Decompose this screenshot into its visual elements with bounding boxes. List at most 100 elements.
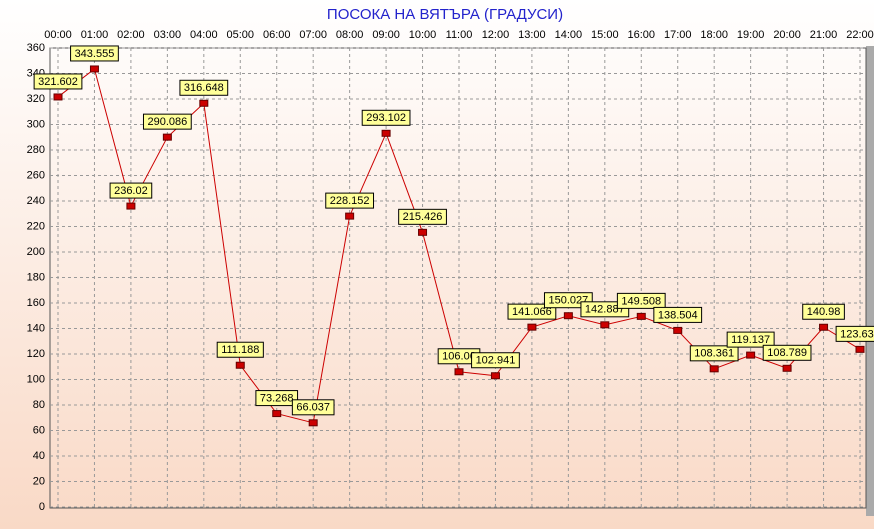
x-tick-label: 08:00 <box>336 29 364 41</box>
data-label: 141.066 <box>512 306 552 318</box>
data-label: 321.602 <box>38 76 78 88</box>
chart-title: ПОСОКА НА ВЯТЪРА (ГРАДУСИ) <box>327 6 563 23</box>
label-box <box>398 208 447 225</box>
x-tick-label: 17:00 <box>664 29 692 41</box>
label-box <box>179 79 229 96</box>
data-label: 138.504 <box>658 309 698 321</box>
label-box <box>291 399 335 416</box>
label-box <box>216 341 264 358</box>
label-box <box>653 306 703 323</box>
y-tick-label: 360 <box>27 42 45 54</box>
marker <box>673 326 683 334</box>
y-tick-label: 280 <box>27 144 45 156</box>
label-box <box>835 325 874 342</box>
data-label: 142.887 <box>585 304 625 316</box>
data-label: 140.98 <box>807 306 841 318</box>
x-tick-label: 16:00 <box>628 29 656 41</box>
marker <box>418 228 428 236</box>
data-label: 66.037 <box>296 402 330 414</box>
data-label: 215.426 <box>403 211 443 223</box>
y-tick-label: 60 <box>33 424 45 436</box>
marker <box>600 321 610 329</box>
label-box <box>325 192 375 209</box>
x-tick-label: 18:00 <box>700 29 728 41</box>
y-tick-label: 20 <box>33 475 45 487</box>
data-label: 343.555 <box>75 48 115 60</box>
x-tick-label: 09:00 <box>372 29 400 41</box>
y-tick-label: 140 <box>27 322 45 334</box>
x-tick-label: 10:00 <box>409 29 437 41</box>
y-tick-label: 320 <box>27 93 45 105</box>
marker <box>746 351 756 359</box>
marker <box>563 312 573 320</box>
label-box <box>726 331 775 348</box>
x-tick-label: 20:00 <box>773 29 801 41</box>
data-label: 228.152 <box>330 195 370 207</box>
data-label: 123.637 <box>840 328 874 340</box>
data-label: 149.508 <box>621 295 661 307</box>
marker <box>162 133 172 141</box>
y-tick-label: 160 <box>27 297 45 309</box>
marker <box>199 99 209 107</box>
x-tick-label: 22:00 <box>846 29 874 41</box>
data-label: 108.361 <box>694 348 734 360</box>
y-tick-label: 100 <box>27 373 45 385</box>
y-tick-label: 180 <box>27 271 45 283</box>
x-tick-label: 04:00 <box>190 29 218 41</box>
x-tick-label: 01:00 <box>81 29 109 41</box>
marker <box>53 93 63 101</box>
data-label: 108.789 <box>767 347 807 359</box>
label-box <box>616 292 666 309</box>
x-tick-label: 19:00 <box>737 29 765 41</box>
x-tick-label: 06:00 <box>263 29 291 41</box>
x-tick-label: 05:00 <box>227 29 255 41</box>
marker <box>126 202 136 210</box>
x-tick-label: 02:00 <box>117 29 145 41</box>
y-tick-label: 300 <box>27 118 45 130</box>
data-label: 102.941 <box>476 355 516 367</box>
y-tick-label: 40 <box>33 450 45 462</box>
marker <box>89 65 99 73</box>
x-tick-label: 03:00 <box>154 29 182 41</box>
data-label: 290.086 <box>147 116 187 128</box>
label-box <box>762 344 812 361</box>
y-tick-label: 260 <box>27 169 45 181</box>
label-box <box>580 301 630 318</box>
marker <box>381 129 391 137</box>
label-box <box>689 345 739 362</box>
data-label: 293.102 <box>366 112 406 124</box>
marker <box>235 361 245 369</box>
x-tick-label: 14:00 <box>555 29 583 41</box>
y-tick-label: 240 <box>27 195 45 207</box>
marker <box>709 365 719 373</box>
label-box <box>361 109 411 126</box>
label-box <box>802 303 845 320</box>
y-tick-label: 0 <box>39 501 45 513</box>
label-box <box>255 390 299 407</box>
marker <box>272 410 282 418</box>
x-tick-label: 00:00 <box>44 29 72 41</box>
y-tick-label: 80 <box>33 399 45 411</box>
label-box <box>33 73 83 90</box>
label-box <box>109 182 153 199</box>
label-box <box>507 303 557 320</box>
data-label: 119.137 <box>731 334 770 346</box>
marker <box>345 212 355 220</box>
marker <box>454 368 464 376</box>
marker <box>636 312 646 320</box>
label-box <box>543 292 593 309</box>
x-tick-label: 15:00 <box>591 29 619 41</box>
data-label: 236.02 <box>114 185 148 197</box>
x-tick-label: 21:00 <box>810 29 838 41</box>
marker <box>782 364 792 372</box>
x-tick-label: 12:00 <box>482 29 510 41</box>
marker <box>819 323 829 331</box>
data-label: 73.268 <box>260 392 294 404</box>
shadow <box>866 46 874 516</box>
label-box <box>471 352 520 369</box>
data-label: 316.648 <box>184 82 224 94</box>
data-label: 106.06 <box>442 351 476 363</box>
y-tick-label: 200 <box>27 246 45 258</box>
